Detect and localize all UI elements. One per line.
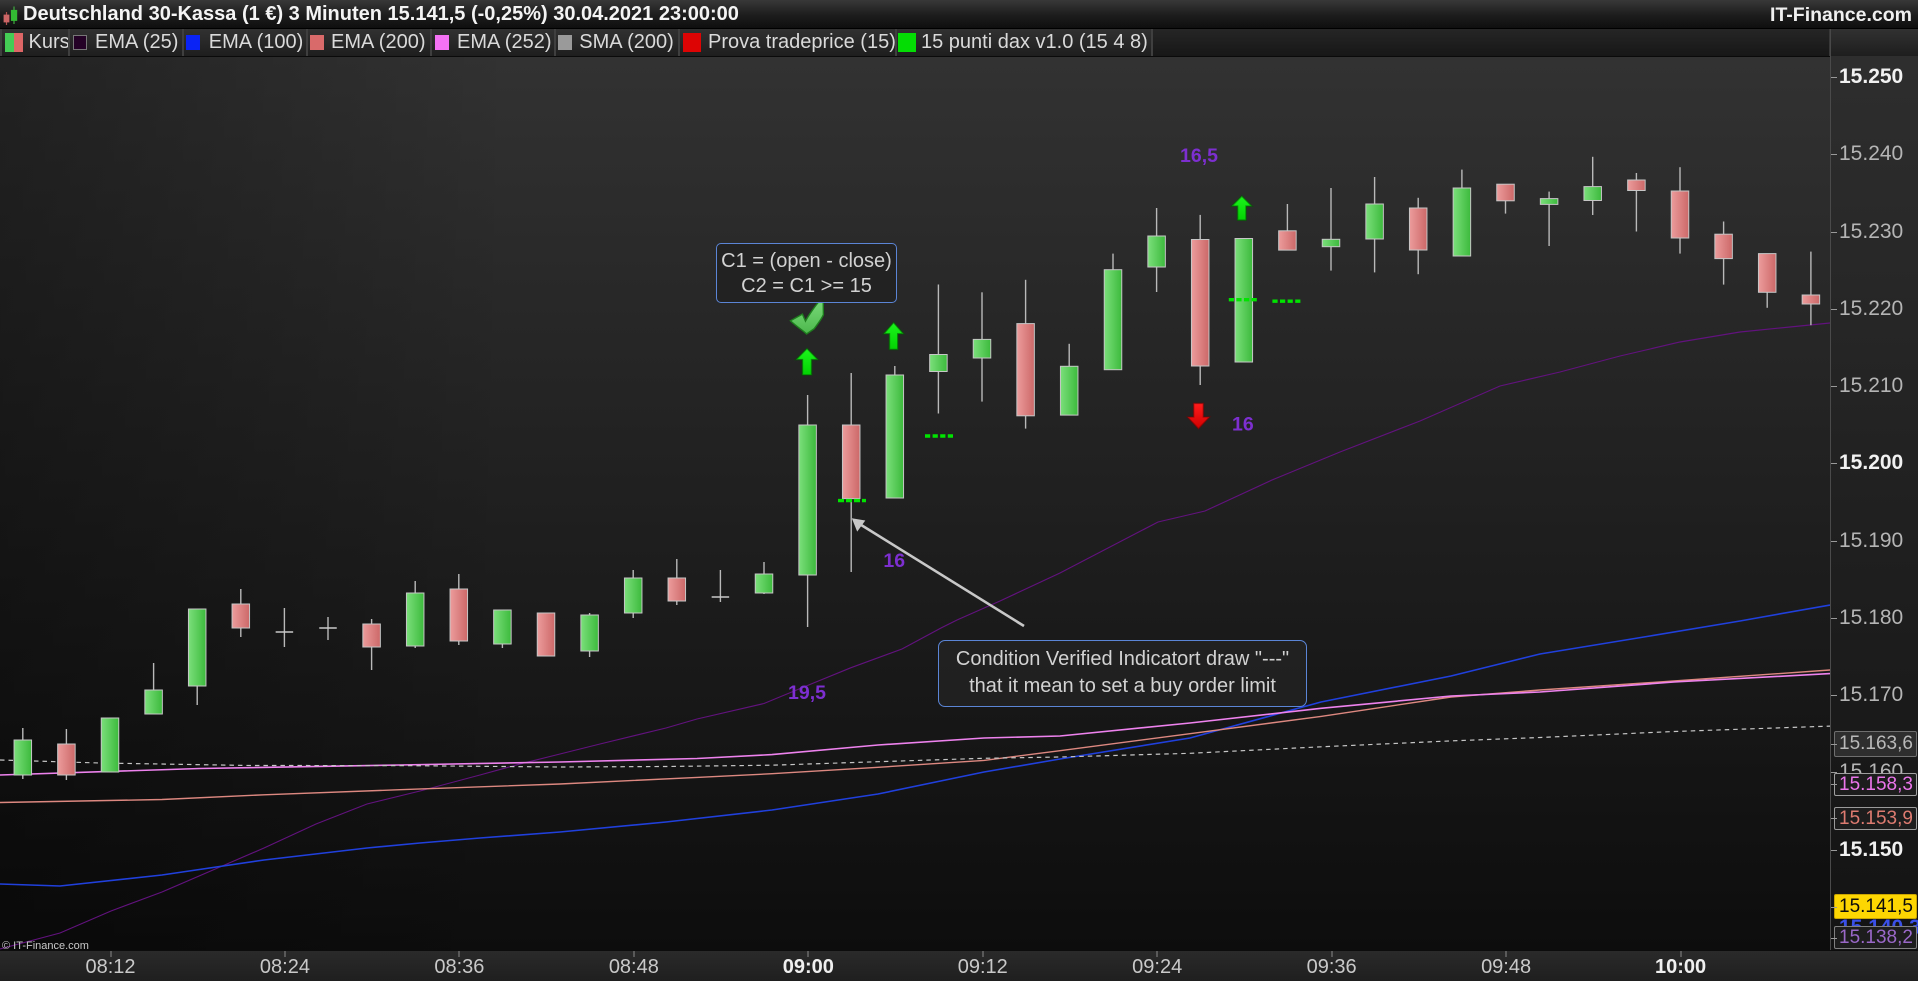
svg-text:16: 16 — [883, 550, 905, 572]
svg-text:19,5: 19,5 — [788, 682, 826, 704]
svg-text:16: 16 — [1232, 414, 1254, 436]
svg-text:16,5: 16,5 — [1180, 145, 1218, 167]
svg-text:© IT-Finance.com: © IT-Finance.com — [2, 940, 89, 950]
